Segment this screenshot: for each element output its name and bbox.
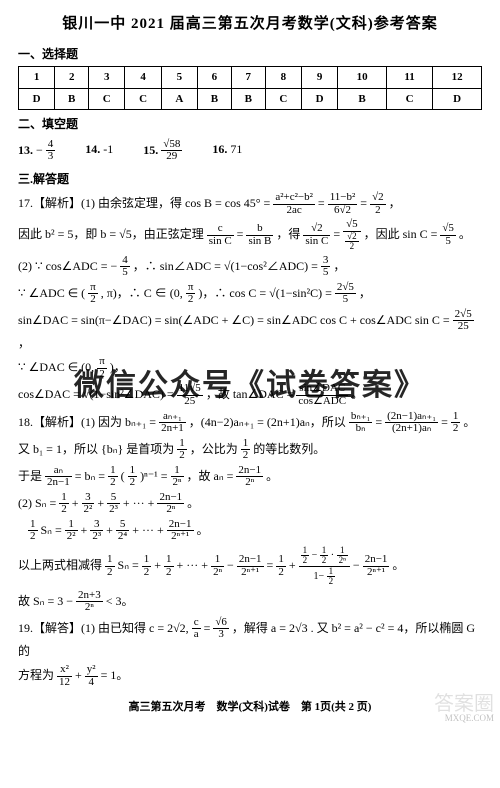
q17: 17.【解析】(1) 由余弦定理，得 cos B = cos 45° = a²+… bbox=[18, 192, 482, 216]
q15-value: √5829 bbox=[161, 139, 182, 163]
q18-line7: 故 Sₙ = 3 − 2n+32ⁿ < 3。 bbox=[18, 590, 482, 614]
q17-line6: ∵ ∠DAC ∈ (0, π2 )， bbox=[18, 356, 482, 380]
q18-line5: 12 Sₙ = 12² + 32³ + 52⁴ + ··· + 2n−12ⁿ⁺¹… bbox=[28, 519, 482, 543]
choice-table: 123456789101112 DBCCABBCDBCD bbox=[18, 66, 482, 110]
q14-label: 14. bbox=[85, 142, 100, 156]
q13-sign: − bbox=[36, 142, 43, 156]
q14-value: -1 bbox=[103, 142, 113, 156]
q18-line2: 又 b₁ = 1，所以 {bₙ} 是首项为 12 ，公比为 12 的等比数列。 bbox=[18, 438, 482, 462]
q18: 18.【解析】(1) 因为 bₙ₊₁ = aₙ₊₁2n+1 ，(4n−2)aₙ₊… bbox=[18, 411, 482, 435]
q15-label: 15. bbox=[143, 142, 158, 156]
q17-line3: (2) ∵ cos∠ADC = − 45 ，∴ sin∠ADC = √(1−co… bbox=[18, 255, 482, 279]
q17-line4: ∵ ∠ADC ∈ ( π2 , π)，∴ C ∈ (0, π2 )，∴ cos … bbox=[18, 282, 482, 306]
page-footer: 高三第五次月考 数学(文科)试卷 第 1页(共 2 页) bbox=[18, 698, 482, 717]
q17-line5: sin∠DAC = sin(π−∠DAC) = sin(∠ADC + ∠C) =… bbox=[18, 309, 482, 353]
q17-line7: cos∠DAC = √(1−sin²∠DAC) = 11√525 ，故 tan∠… bbox=[18, 383, 482, 407]
doc-title: 银川一中 2021 届高三第五次月考数学(文科)参考答案 bbox=[18, 12, 482, 38]
corner-watermark: 答案圈 MXQE.COM bbox=[434, 694, 494, 723]
q18-line3: 于是 aₙ2n−1 = bₙ = 12 ( 12 )ⁿ⁻¹ = 12ⁿ ，故 a… bbox=[18, 465, 482, 489]
q19-line2: 方程为 x²12 + y²4 = 1。 bbox=[18, 664, 482, 688]
q18-line6: 以上两式相减得 12 Sₙ = 12 + 12 + ··· + 12ⁿ − 2n… bbox=[18, 546, 482, 587]
q13-label: 13. bbox=[18, 142, 33, 156]
section-choice: 一、选择题 bbox=[18, 44, 482, 64]
q16-value: 71 bbox=[230, 142, 242, 156]
table-row: 123456789101112 bbox=[19, 66, 482, 88]
table-row: DBCCABBCDBCD bbox=[19, 88, 482, 110]
fill-answers: 13. − 43 14. -1 15. √5829 16. 71 bbox=[18, 139, 482, 163]
q17-line2: 因此 b² = 5，即 b = √5，由正弦定理 csin C = bsin B… bbox=[18, 219, 482, 251]
q13-value: 43 bbox=[46, 139, 56, 163]
q16-label: 16. bbox=[212, 142, 227, 156]
section-solve: 三.解答题 bbox=[18, 169, 482, 189]
q18-line4: (2) Sₙ = 12 + 32² + 52³ + ··· + 2n−12ⁿ 。 bbox=[18, 492, 482, 516]
q19: 19.【解答】(1) 由已知得 c = 2√2, ca = √63 ，解得 a … bbox=[18, 617, 482, 661]
section-fill: 二、填空题 bbox=[18, 114, 482, 134]
